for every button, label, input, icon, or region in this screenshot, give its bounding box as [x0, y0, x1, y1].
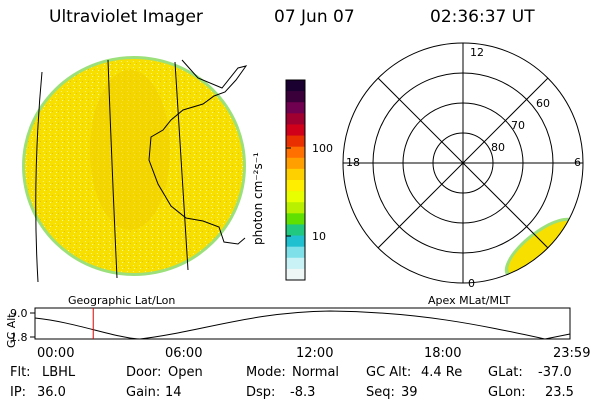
- mlat-label-60: 60: [536, 97, 550, 110]
- altitude-xtick-0600: 06:00: [165, 346, 203, 361]
- date-label: 07 Jun 07: [274, 7, 355, 27]
- status-ip-label: IP:: [10, 385, 27, 400]
- mlt-label-6: 6: [574, 156, 581, 169]
- colorbar-segment: [286, 202, 305, 214]
- instrument-title: Ultraviolet Imager: [49, 7, 203, 27]
- status-glon-value: 23.5: [545, 385, 574, 400]
- altitude-plot: [30, 307, 571, 340]
- colorbar-tick-label-100: 100: [312, 142, 333, 155]
- status-seq-label: Seq:: [366, 385, 395, 400]
- altitude-xtick-0000: 00:00: [37, 346, 75, 361]
- status-door-label: Door:: [126, 365, 162, 380]
- polar-plot: [342, 42, 584, 284]
- colorbar-segment: [286, 246, 305, 259]
- geographic-image: [22, 56, 246, 276]
- colorbar-segment: [286, 180, 305, 192]
- colorbar-segment: [286, 135, 305, 148]
- colorbar-segment: [286, 257, 305, 270]
- status-dsp-label: Dsp:: [246, 385, 276, 400]
- altitude-xtick-1200: 12:00: [296, 346, 334, 361]
- mlat-label-70: 70: [511, 119, 525, 132]
- mlt-label-12: 12: [470, 46, 484, 59]
- colorbar: [286, 80, 305, 281]
- mlt-label-0: 0: [468, 277, 475, 290]
- mlat-label-80: 80: [491, 141, 505, 154]
- colorbar-segment: [286, 168, 305, 181]
- status-door-value: Open: [168, 365, 203, 380]
- altitude-ytick-low: 1.8: [10, 331, 28, 344]
- altitude-xtick-2359: 23:59: [553, 346, 591, 361]
- altitude-curve: [34, 310, 571, 340]
- colorbar-segment: [286, 146, 305, 159]
- status-flt-label: Flt:: [10, 365, 31, 380]
- disk-bright-band: [90, 70, 170, 230]
- colorbar-label: photon cm⁻²s⁻¹: [251, 152, 265, 245]
- status-mode-value: Normal: [292, 365, 340, 380]
- status-gcalt-label: GC Alt:: [366, 365, 412, 380]
- colorbar-frame: [285, 79, 306, 281]
- status-seq-value: 39: [401, 385, 418, 400]
- colorbar-segment: [286, 102, 305, 114]
- aurora-oval-fill: [508, 221, 574, 275]
- colorbar-segment: [286, 80, 305, 92]
- status-gcalt-value: 4.4 Re: [421, 365, 463, 380]
- status-gain-value: 14: [165, 385, 182, 400]
- status-gain-label: Gain:: [126, 385, 161, 400]
- status-dsp-value: -8.3: [290, 385, 316, 400]
- colorbar-segment: [286, 191, 305, 203]
- colorbar-segment: [286, 268, 305, 281]
- colorbar-segment: [286, 213, 305, 225]
- colorbar-segment: [286, 91, 305, 103]
- altitude-plot-frame: [34, 307, 571, 340]
- colorbar-segment: [286, 124, 305, 137]
- status-ip-value: 36.0: [37, 385, 66, 400]
- colorbar-segment: [286, 113, 305, 125]
- time-label: 02:36:37 UT: [430, 7, 535, 27]
- mlt-label-18: 18: [346, 156, 360, 169]
- apex-caption: Apex MLat/MLT: [428, 294, 511, 307]
- colorbar-segment: [286, 224, 305, 237]
- status-flt-value: LBHL: [42, 365, 76, 380]
- status-glat-value: -37.0: [538, 365, 572, 380]
- altitude-xtick-1800: 18:00: [424, 346, 462, 361]
- coastline: [148, 59, 248, 245]
- colorbar-segment: [286, 157, 305, 170]
- geographic-caption: Geographic Lat/Lon: [68, 294, 176, 307]
- colorbar-tick-label-10: 10: [312, 230, 326, 243]
- status-glon-label: GLon:: [488, 385, 526, 400]
- status-mode-label: Mode:: [246, 365, 286, 380]
- colorbar-segment: [286, 235, 305, 248]
- mlt-diagonal-2: [377, 77, 549, 249]
- longitude-lines: [35, 59, 189, 283]
- status-glat-label: GLat:: [488, 365, 523, 380]
- altitude-ytick-high: 9.0: [10, 307, 28, 320]
